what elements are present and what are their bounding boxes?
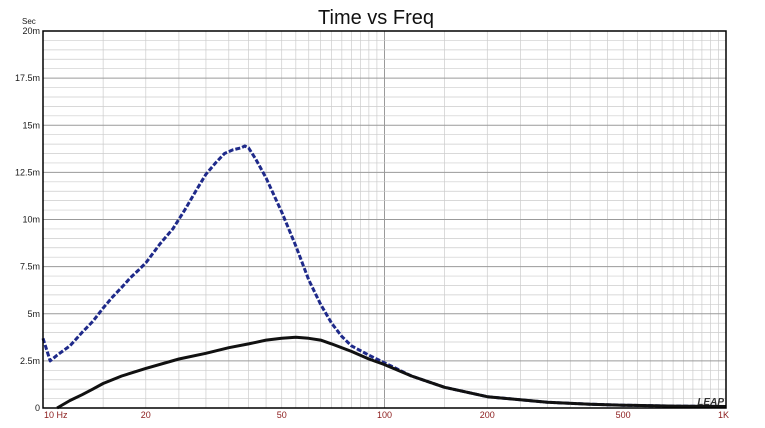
- y-tick-label: 20m: [22, 26, 40, 36]
- y-tick-label: 2.5m: [20, 356, 40, 366]
- series-solid-line: [56, 335, 727, 410]
- y-tick-labels: 0 2.5m 5m 7.5m 10m 12.5m 15m 17.5m 20m: [15, 26, 40, 413]
- x-tick-labels: 10 Hz 20 50 100 200 500 1K: [44, 410, 729, 420]
- x-tick-label: 10 Hz: [44, 410, 68, 420]
- grid: [42, 30, 727, 409]
- y-tick-label: 5m: [27, 309, 40, 319]
- x-tick-label: 200: [480, 410, 495, 420]
- leap-logo: LEAP: [697, 397, 724, 408]
- x-tick-label: 50: [277, 410, 287, 420]
- y-tick-label: 12.5m: [15, 167, 40, 177]
- chart-title: Time vs Freq: [318, 7, 434, 29]
- y-tick-label: 7.5m: [20, 262, 40, 272]
- y-tick-label: 17.5m: [15, 73, 40, 83]
- y-tick-label: 0: [35, 403, 40, 413]
- plot-lines: [41, 144, 727, 410]
- y-tick-label: 10m: [22, 215, 40, 225]
- series-dashed-line: [41, 144, 727, 408]
- plot-frame: [42, 30, 727, 409]
- x-tick-label: 500: [616, 410, 631, 420]
- y-unit-label: Sec: [22, 17, 36, 26]
- y-tick-label: 15m: [22, 120, 40, 130]
- x-tick-label: 100: [377, 410, 392, 420]
- x-tick-label: 1K: [718, 410, 729, 420]
- x-tick-label: 20: [141, 410, 151, 420]
